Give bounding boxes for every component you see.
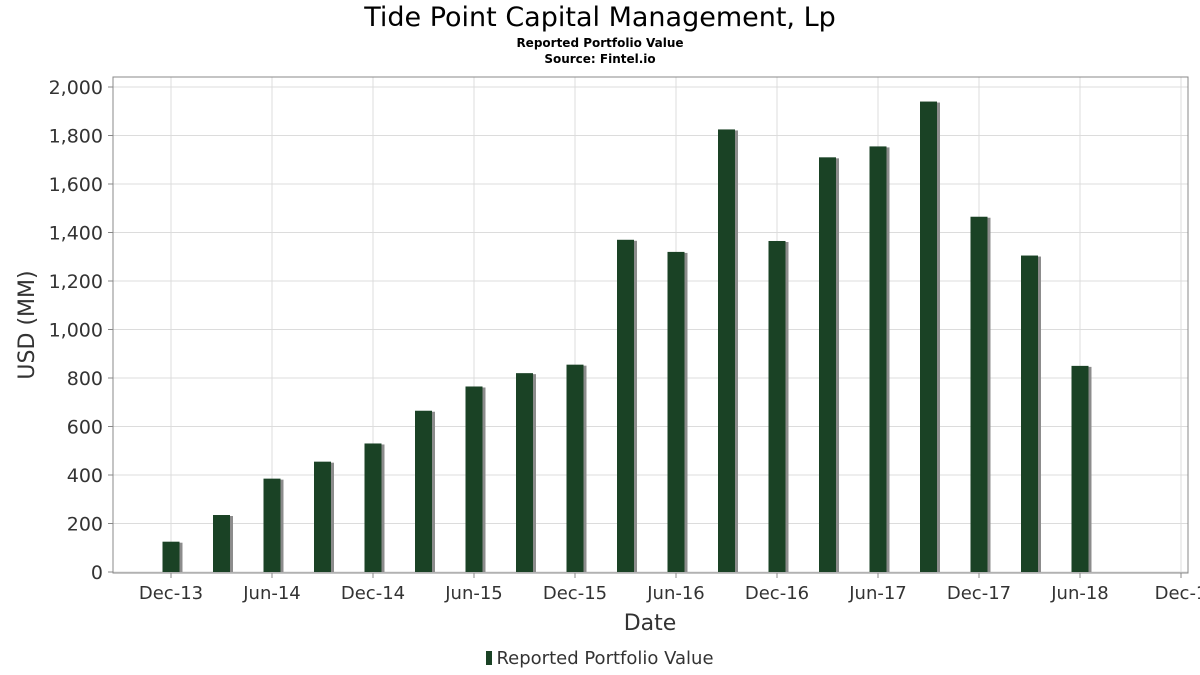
bar — [415, 410, 432, 572]
x-tick-label: Jun-18 — [1050, 583, 1109, 604]
y-tick-label: 0 — [91, 562, 103, 584]
chart-source: Source: Fintel.io — [544, 52, 656, 66]
plot-frame — [112, 76, 1189, 574]
y-tick-label: 400 — [67, 465, 103, 487]
bar — [162, 541, 180, 572]
x-tick-label: Jun-17 — [848, 583, 907, 604]
bar — [1071, 365, 1089, 572]
y-tick-label: 800 — [67, 368, 103, 390]
bar — [667, 251, 685, 572]
x-axis-title: Date — [624, 611, 677, 636]
legend-label: Reported Portfolio Value — [496, 648, 714, 669]
x-tick-label: Dec-1 — [1155, 583, 1200, 604]
legend: Reported Portfolio Value — [0, 648, 1200, 669]
bar — [970, 216, 988, 573]
bar — [314, 461, 331, 572]
y-tick-label: 2,000 — [49, 77, 103, 99]
y-tick-label: 1,200 — [49, 271, 103, 293]
bar — [566, 364, 584, 572]
bar — [920, 101, 937, 573]
y-axis-title: USD (MM) — [15, 270, 40, 379]
x-tick-label: Jun-14 — [242, 583, 301, 604]
bar — [364, 443, 382, 572]
y-tick-label: 1,800 — [49, 126, 103, 148]
bar — [1021, 255, 1038, 572]
bar — [516, 373, 533, 572]
bar-chart: 0 200 400 600 800 1,000 1,200 1,400 1,600 1,800 2,… — [15, 76, 1200, 636]
bar — [718, 129, 735, 572]
legend-swatch — [486, 651, 493, 665]
chart-title: Tide Point Capital Management, Lp — [364, 2, 836, 33]
x-tick-label: Jun-16 — [646, 583, 705, 604]
bar — [465, 386, 483, 572]
bar — [617, 239, 634, 572]
y-tick-label: 1,400 — [49, 223, 103, 245]
y-tick-label: 200 — [67, 514, 103, 536]
x-tick-label: Dec-17 — [947, 583, 1011, 604]
x-tick-label: Dec-15 — [543, 583, 607, 604]
bar — [768, 240, 786, 573]
x-tick-label: Dec-16 — [745, 583, 809, 604]
bar — [263, 478, 281, 572]
bar — [213, 515, 230, 572]
bar — [869, 146, 887, 572]
x-tick-label: Dec-14 — [341, 583, 405, 604]
y-tick-label: 600 — [67, 417, 103, 439]
bar — [819, 157, 836, 572]
y-tick-label: 1,000 — [49, 320, 103, 342]
chart-subtitle: Reported Portfolio Value — [516, 36, 684, 50]
x-tick-label: Jun-15 — [444, 583, 503, 604]
y-tick-label: 1,600 — [49, 174, 103, 196]
x-tick-label: Dec-13 — [139, 583, 203, 604]
